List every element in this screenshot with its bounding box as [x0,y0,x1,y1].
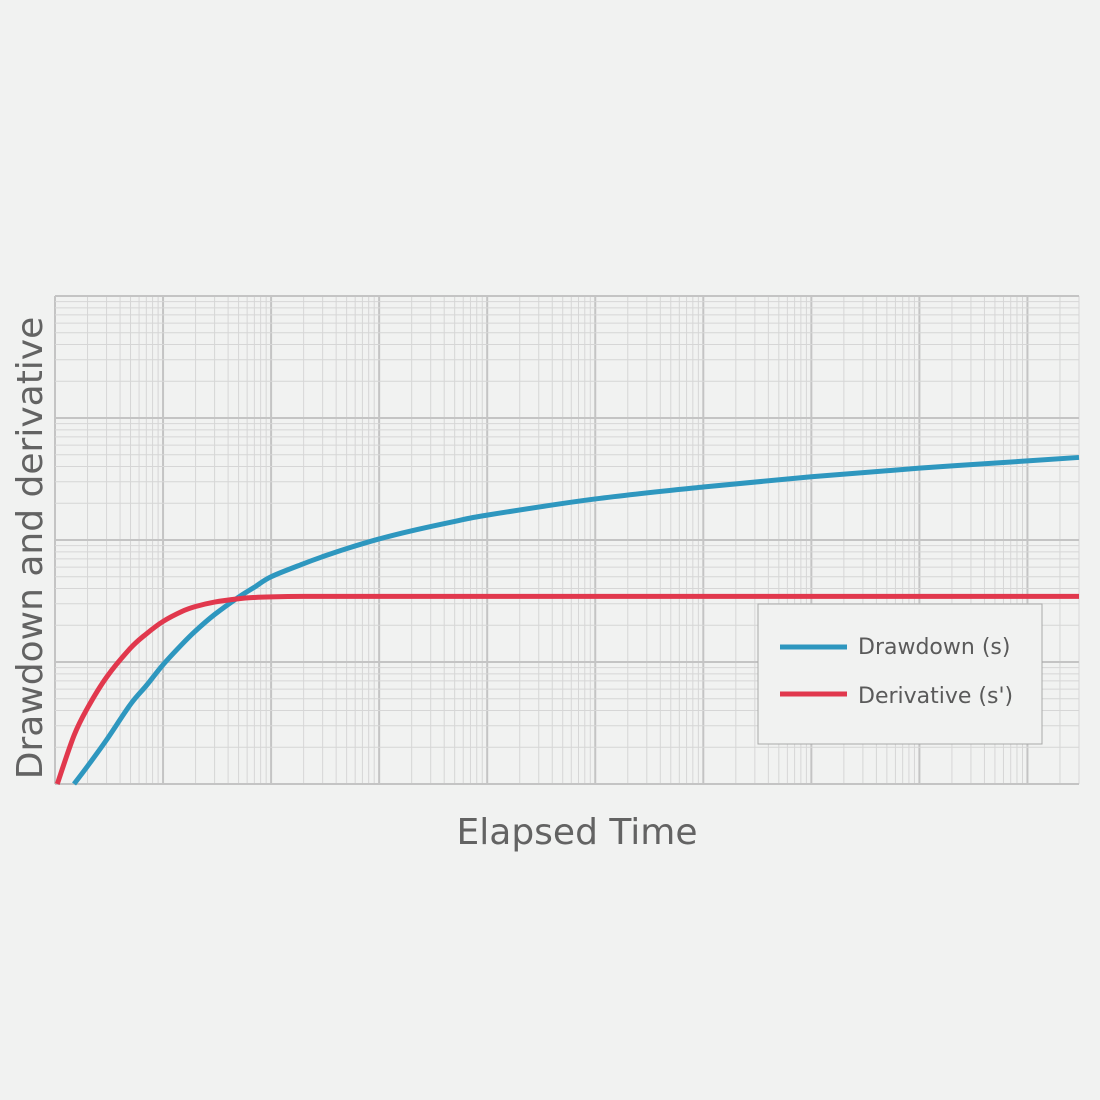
legend: Drawdown (s) Derivative (s') [757,603,1043,745]
legend-label-derivative: Derivative (s') [858,684,1013,709]
derivative-series-line [54,593,1079,785]
x-axis-label: Elapsed Time [457,812,698,853]
plot-area [54,454,1080,786]
legend-label-drawdown: Drawdown (s) [858,635,1010,660]
grid [54,295,1080,785]
y-axis-label: Drawdown and derivative [10,317,51,780]
drawdown-series-line [72,454,1080,786]
legend-box [757,603,1043,745]
